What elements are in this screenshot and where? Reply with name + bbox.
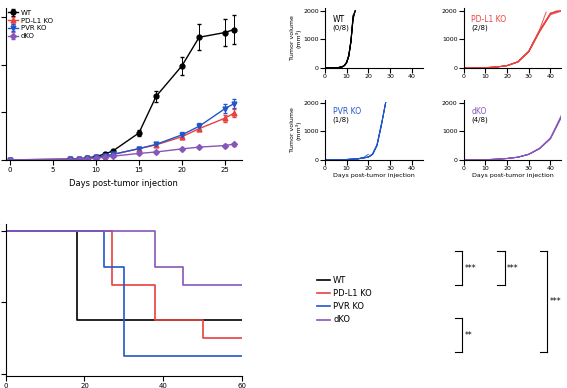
PVR KO	[2, 229, 9, 234]
Text: PD-L1 KO: PD-L1 KO	[471, 15, 506, 24]
Line: WT: WT	[6, 231, 242, 320]
dKO	[180, 282, 187, 287]
WT	[239, 318, 246, 322]
Text: (0/8): (0/8)	[333, 25, 350, 31]
PD-L1 KO	[152, 318, 159, 322]
Text: PVR KO: PVR KO	[333, 107, 361, 116]
WT	[73, 229, 80, 234]
PVR KO	[121, 265, 128, 269]
Y-axis label: Tumor volume
(mm³): Tumor volume (mm³)	[290, 16, 302, 61]
Line: PVR KO: PVR KO	[6, 231, 242, 356]
PD-L1 KO	[152, 282, 159, 287]
PD-L1 KO	[239, 336, 246, 340]
PD-L1 KO	[200, 336, 206, 340]
dKO	[152, 229, 159, 234]
PVR KO	[121, 353, 128, 358]
PD-L1 KO	[109, 282, 116, 287]
PD-L1 KO	[109, 229, 116, 234]
Text: ***: ***	[464, 264, 476, 273]
Text: dKO: dKO	[471, 107, 487, 116]
Text: (1/8): (1/8)	[333, 116, 350, 123]
X-axis label: Days post-tumor injection: Days post-tumor injection	[333, 173, 414, 178]
Text: (4/8): (4/8)	[471, 116, 488, 123]
PVR KO	[239, 353, 246, 358]
WT	[73, 318, 80, 322]
PVR KO	[101, 265, 108, 269]
X-axis label: Days post-tumor injection: Days post-tumor injection	[70, 178, 179, 187]
X-axis label: Days post-tumor injection: Days post-tumor injection	[472, 173, 553, 178]
dKO	[239, 282, 246, 287]
Text: **: **	[464, 331, 472, 340]
Legend: WT, PD-L1 KO, PVR KO, dKO: WT, PD-L1 KO, PVR KO, dKO	[7, 9, 54, 40]
Line: PD-L1 KO: PD-L1 KO	[6, 231, 242, 338]
dKO	[2, 229, 9, 234]
Text: ***: ***	[549, 297, 561, 306]
dKO	[180, 265, 187, 269]
dKO	[152, 265, 159, 269]
Text: ***: ***	[507, 264, 519, 273]
PD-L1 KO	[2, 229, 9, 234]
Text: WT: WT	[333, 15, 345, 24]
Legend: WT, PD-L1 KO, PVR KO, dKO: WT, PD-L1 KO, PVR KO, dKO	[317, 276, 372, 324]
Y-axis label: Tumor volume
(mm³): Tumor volume (mm³)	[290, 107, 302, 152]
Line: dKO: dKO	[6, 231, 242, 284]
PVR KO	[101, 229, 108, 234]
Text: (2/8): (2/8)	[471, 25, 488, 31]
PD-L1 KO	[200, 318, 206, 322]
WT	[2, 229, 9, 234]
